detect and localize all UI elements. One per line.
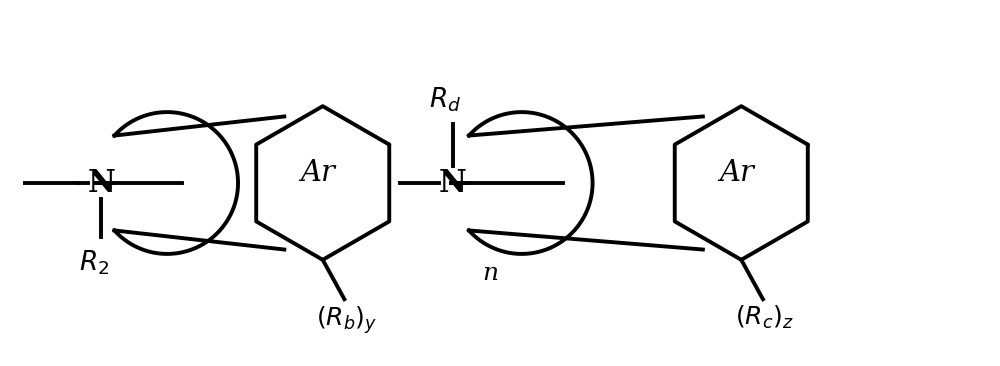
Text: Ar: Ar: [300, 159, 335, 187]
Text: $(R_c)_z$: $(R_c)_z$: [735, 304, 794, 331]
Text: $(R_b)_y$: $(R_b)_y$: [316, 304, 377, 336]
Text: $R_2$: $R_2$: [79, 249, 109, 277]
Text: n: n: [483, 262, 499, 285]
Text: N: N: [87, 168, 115, 198]
Text: N: N: [439, 168, 467, 198]
Text: Ar: Ar: [719, 159, 754, 187]
Text: $R_d$: $R_d$: [429, 86, 461, 114]
